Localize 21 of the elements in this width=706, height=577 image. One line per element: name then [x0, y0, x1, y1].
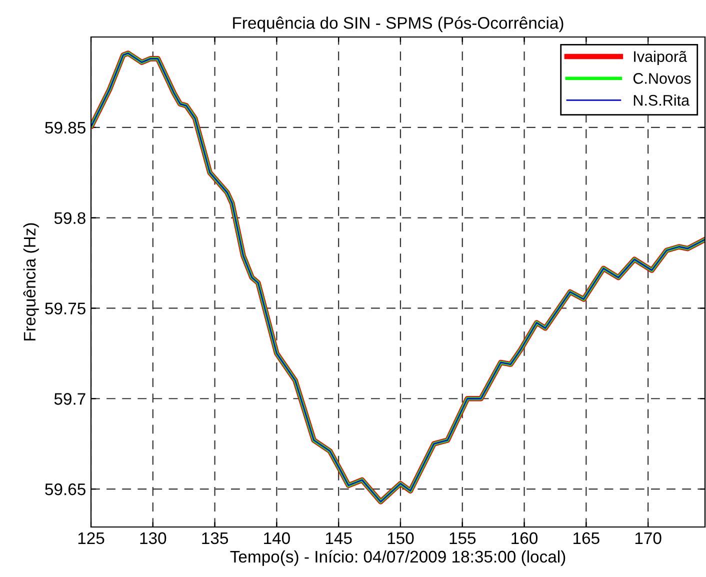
legend-label: C.Novos [633, 73, 691, 84]
x-axis-title: Tempo(s) - Início: 04/07/2009 18:35:00 (local) [230, 550, 566, 566]
x-tick-label: 160 [512, 532, 538, 544]
x-tick-label: 125 [78, 532, 104, 544]
x-tick-label: 165 [574, 532, 600, 544]
legend-label: N.S.Rita [634, 94, 690, 106]
x-tick-label: 145 [326, 532, 352, 544]
legend-label: Ivaiporã [634, 50, 688, 65]
chart-title: Frequência do SIN - SPMS (Pós-Ocorrência) [233, 16, 564, 32]
x-tick-label: 150 [388, 532, 414, 544]
y-tick-label: 59.85 [45, 122, 86, 134]
x-tick-label: 135 [202, 532, 228, 544]
x-tick-label: 155 [450, 532, 476, 544]
y-tick-label: 59.8 [54, 212, 86, 224]
y-axis-title: Frequência (Hz) [23, 223, 39, 340]
x-tick-label: 130 [140, 532, 166, 544]
y-tick-label: 59.75 [45, 302, 86, 314]
x-tick-label: 140 [264, 532, 290, 544]
y-tick-label: 59.65 [45, 483, 86, 496]
y-tick-label: 59.7 [54, 393, 86, 405]
x-tick-label: 170 [635, 532, 662, 544]
